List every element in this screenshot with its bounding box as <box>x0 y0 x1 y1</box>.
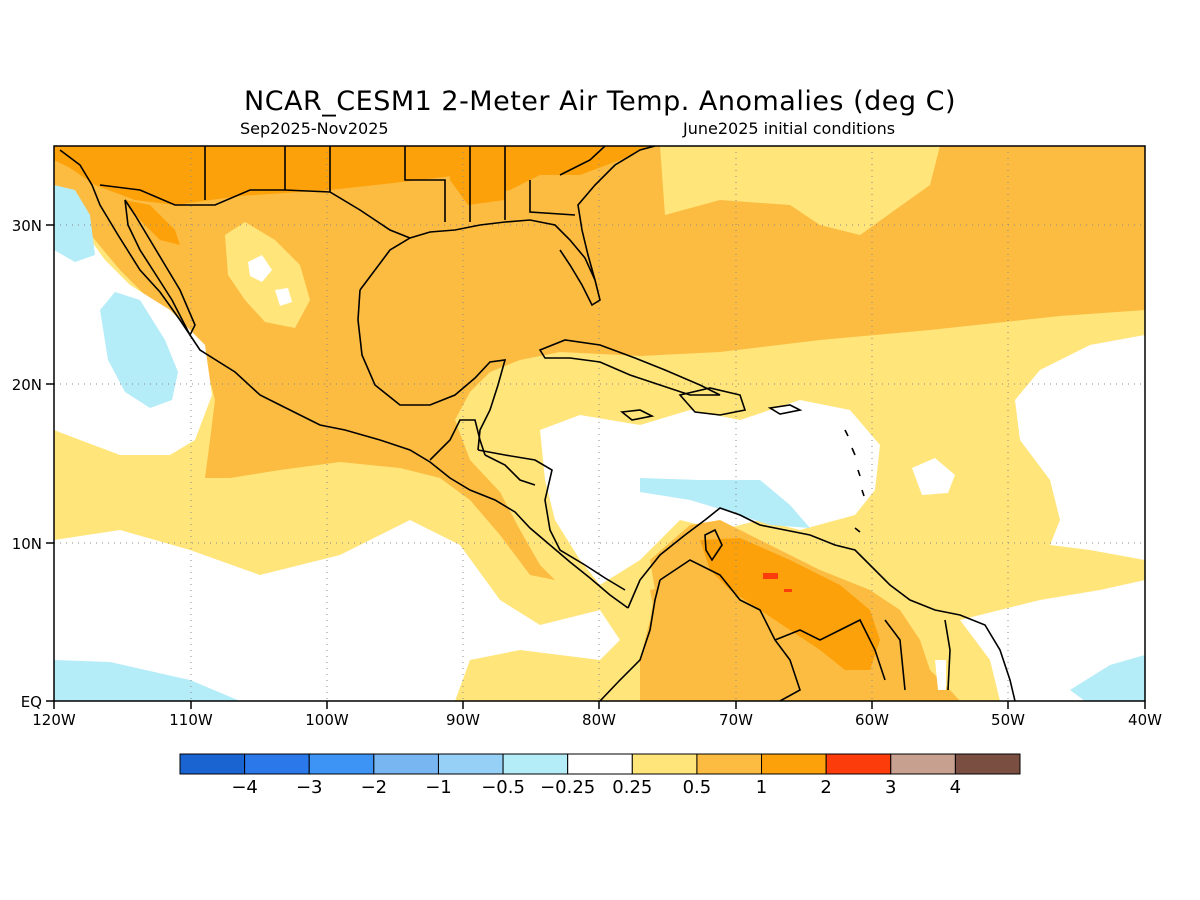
lat-label: 10N <box>12 535 42 553</box>
lon-label: 60W <box>855 711 889 729</box>
colorbar-label: 3 <box>885 777 896 798</box>
colorbar-label: −1 <box>425 777 452 798</box>
colorbar-swatch <box>631 753 698 775</box>
light-warm-atlantic <box>660 146 940 235</box>
latitude-labels: 30N 20N 10N EQ <box>12 217 42 711</box>
warmer-region-venezuela <box>700 538 880 670</box>
neutral-pacific-south <box>54 520 620 701</box>
lat-lon-grid <box>54 146 1145 701</box>
lon-label: 120W <box>32 711 76 729</box>
colorbar-swatch <box>437 753 504 775</box>
colorbar-label: −0.25 <box>540 777 595 798</box>
hot-spot-venezuela <box>763 573 778 579</box>
colorbar-swatch <box>761 753 827 775</box>
hot-spot-venezuela-2 <box>784 589 792 592</box>
cool-atlantic-south <box>1070 655 1145 701</box>
lon-label: 70W <box>719 711 753 729</box>
lon-label: 50W <box>991 711 1025 729</box>
colorbar-swatch <box>373 753 439 775</box>
longitude-labels: 120W 110W 100W 90W 80W 70W 60W 50W 40W <box>32 711 1162 729</box>
neutral-mexico-1 <box>248 255 272 282</box>
lon-label: 40W <box>1128 711 1162 729</box>
lon-label: 80W <box>582 711 616 729</box>
cool-caribbean <box>640 478 810 528</box>
colorbar-swatch <box>244 753 310 775</box>
warmer-region-gulf-coast <box>450 146 505 205</box>
colorbar-label: 1 <box>756 777 767 798</box>
neutral-atlantic-east <box>1015 335 1145 560</box>
anomaly-field <box>54 146 1145 701</box>
colorbar-label: −4 <box>231 777 258 798</box>
colorbar-label: 0.25 <box>612 777 652 798</box>
colorbar-swatch <box>696 753 763 775</box>
colorbar-swatch <box>179 753 246 775</box>
colorbar-label: −2 <box>361 777 388 798</box>
neutral-mexico-2 <box>275 288 292 306</box>
lon-label: 90W <box>446 711 480 729</box>
colorbar-swatch <box>890 753 956 775</box>
warmer-region-baja <box>125 200 180 245</box>
colorbar-swatch <box>308 753 375 775</box>
lat-label: 30N <box>12 217 42 235</box>
neutral-atlantic-patch <box>912 458 955 495</box>
colorbar-swatch <box>954 753 1021 775</box>
map-title: NCAR_CESM1 2-Meter Air Temp. Anomalies (… <box>244 86 956 117</box>
colorbar-label: −0.5 <box>481 777 525 798</box>
axis-ticks <box>46 224 1146 709</box>
colorbar-label: −3 <box>296 777 323 798</box>
colorbar-swatch <box>825 753 892 775</box>
colorbar: −4 −3 −2 −1 −0.5 −0.25 0.25 0.5 1 2 3 4 <box>179 753 1021 798</box>
lat-label: 20N <box>12 376 42 394</box>
colorbar-swatch <box>502 753 569 775</box>
colorbar-label: 2 <box>820 777 831 798</box>
lon-label: 110W <box>169 711 213 729</box>
colorbar-label: 4 <box>950 777 961 798</box>
neutral-guiana <box>935 660 946 690</box>
colorbar-label: 0.5 <box>683 777 712 798</box>
lat-label: EQ <box>21 693 42 711</box>
lon-label: 100W <box>305 711 349 729</box>
warm-region-colombia <box>650 585 678 640</box>
cool-pacific-south <box>54 660 240 701</box>
cool-pacific-baja <box>100 292 178 408</box>
initial-conditions: June2025 initial conditions <box>683 119 896 138</box>
cool-pacific-north <box>54 185 95 262</box>
colorbar-swatch <box>567 753 633 775</box>
forecast-period: Sep2025-Nov2025 <box>240 119 389 138</box>
coastlines <box>59 146 1016 701</box>
